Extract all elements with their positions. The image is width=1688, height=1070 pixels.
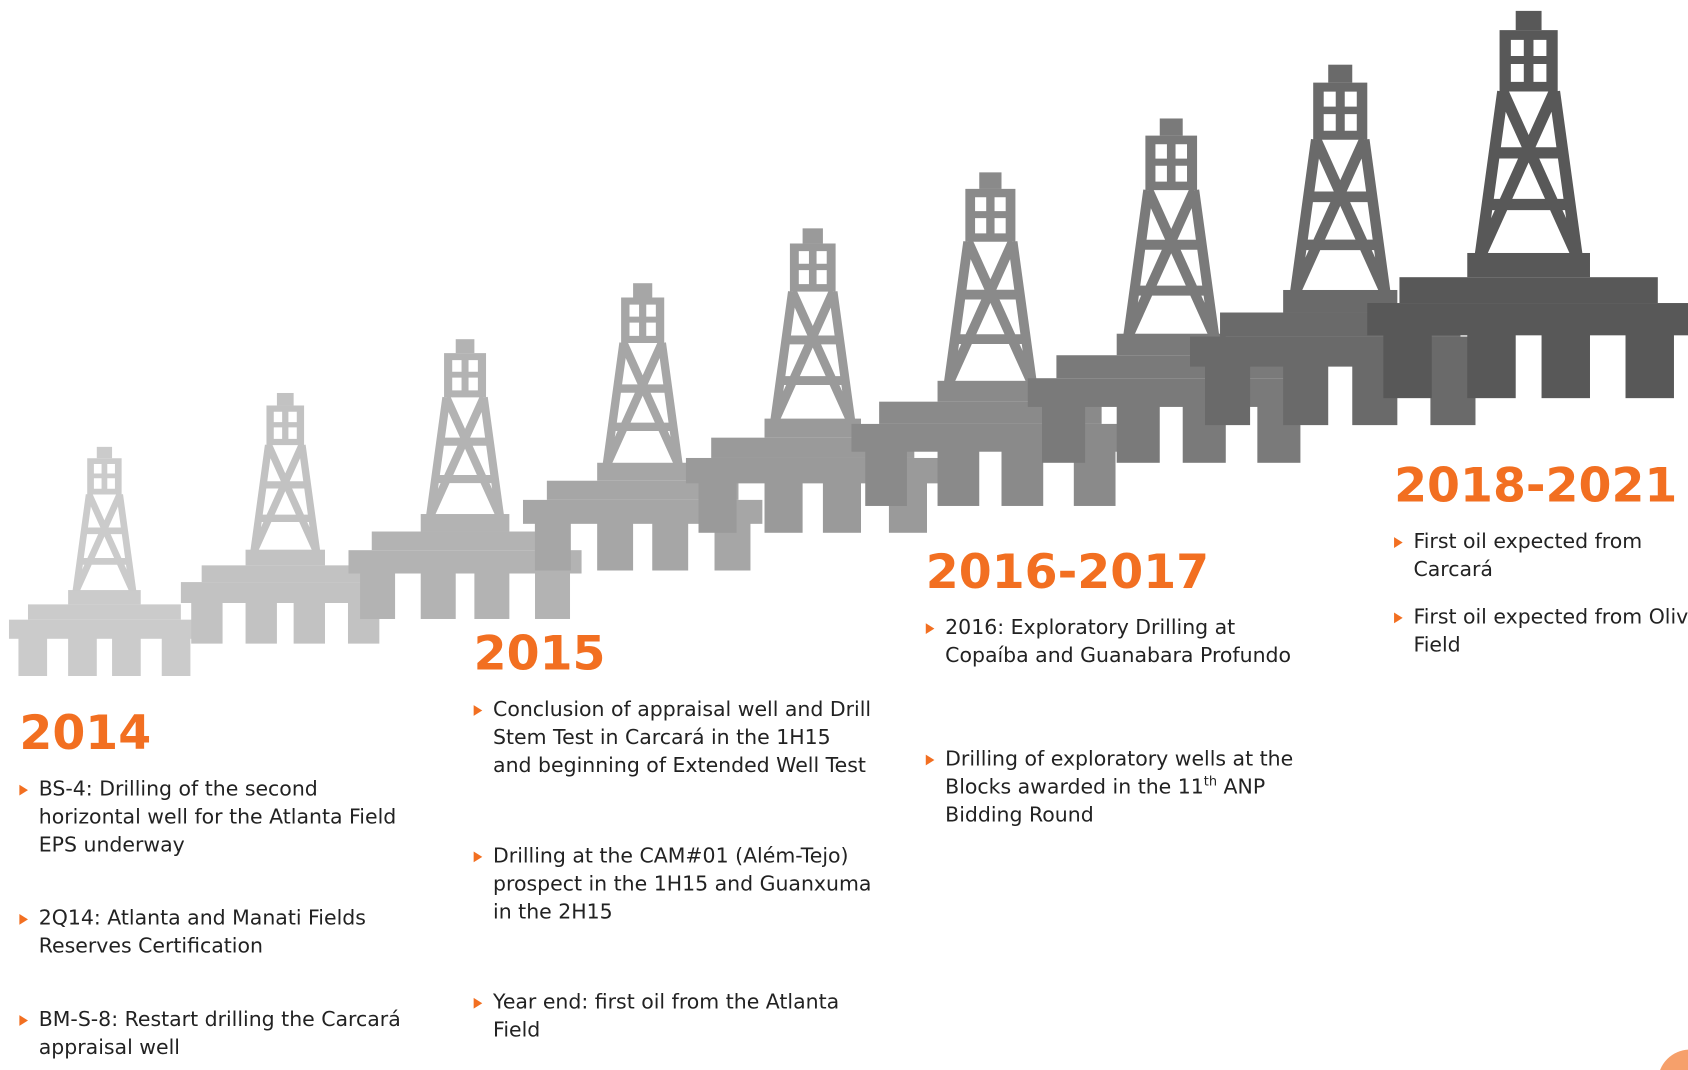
bullet-list: 2016: Exploratory Drilling at Copaíba an…	[926, 614, 1314, 829]
bullet-text: 2Q14: Atlanta and Manati Fields Reserves…	[39, 906, 366, 958]
bullet-text: Conclusion of appraisal well and Drill S…	[493, 698, 871, 778]
bullet-text: Year end: first oil from the Atlanta Fie…	[493, 990, 839, 1042]
bullet-text: 2016: Exploratory Drilling at Copaíba an…	[945, 616, 1291, 668]
oil-rig	[1190, 65, 1491, 426]
bullet-text: First oil expected from Carcará	[1413, 530, 1642, 582]
oil-rig	[9, 447, 200, 676]
bullet-item: BM-S-8: Restart drilling the Carcará app…	[19, 1005, 407, 1061]
year-heading: 2018-2021	[1394, 461, 1688, 513]
bullet-item: Conclusion of appraisal well and Drill S…	[474, 695, 872, 779]
bullet-text: First oil expected from Oliva Field	[1413, 605, 1688, 657]
oil-rig	[1367, 11, 1688, 399]
bullet-item: Drilling of exploratory wells at the Blo…	[926, 745, 1314, 829]
timeline-column: 2015 Conclusion of appraisal well and Dri…	[474, 629, 872, 1070]
bullet-item: 2016: Exploratory Drilling at Copaíba an…	[926, 614, 1314, 670]
bullet-list: Conclusion of appraisal well and Drill S…	[474, 695, 872, 1044]
bullet-item: Year end: first oil from the Atlanta Fie…	[474, 988, 872, 1044]
bullet-item: Drilling at the CAM#01 (Além-Tejo) prosp…	[474, 842, 872, 926]
year-heading: 2014	[19, 708, 407, 760]
bullet-text: Drilling at the CAM#01 (Além-Tejo) prosp…	[493, 844, 871, 924]
timeline-column: 2018-2021 First oil expected from Carcará…	[1394, 461, 1688, 678]
oil-rig	[1028, 118, 1315, 462]
bullet-text: BS-4: Drilling of the second horizontal …	[39, 777, 396, 857]
slide-content: 2014 BS-4: Drilling of the second horizon…	[0, 0, 1688, 1070]
bullet-item: First oil expected from Oliva Field	[1394, 603, 1688, 659]
oil-rig	[348, 339, 581, 619]
bullet-item: BS-4: Drilling of the second horizontal …	[19, 775, 407, 859]
superscript: th	[1204, 774, 1217, 789]
bullet-item: 2Q14: Atlanta and Manati Fields Reserves…	[19, 904, 407, 960]
slide: 2014 BS-4: Drilling of the second horizon…	[0, 0, 1688, 1070]
bullet-list: BS-4: Drilling of the second horizontal …	[19, 775, 407, 1061]
timeline-column: 2016-2017 2016: Exploratory Drilling at C…	[926, 547, 1314, 904]
year-heading: 2016-2017	[926, 547, 1314, 599]
bullet-list: First oil expected from Carcará First oil…	[1394, 527, 1688, 658]
timeline-column: 2014 BS-4: Drilling of the second horizon…	[19, 708, 407, 1070]
year-heading: 2015	[474, 629, 872, 681]
bullet-text: BM-S-8: Restart drilling the Carcará app…	[39, 1008, 401, 1060]
oil-rig	[181, 393, 390, 644]
oil-rig	[851, 172, 1129, 506]
bullet-item: First oil expected from Carcará	[1394, 527, 1688, 583]
